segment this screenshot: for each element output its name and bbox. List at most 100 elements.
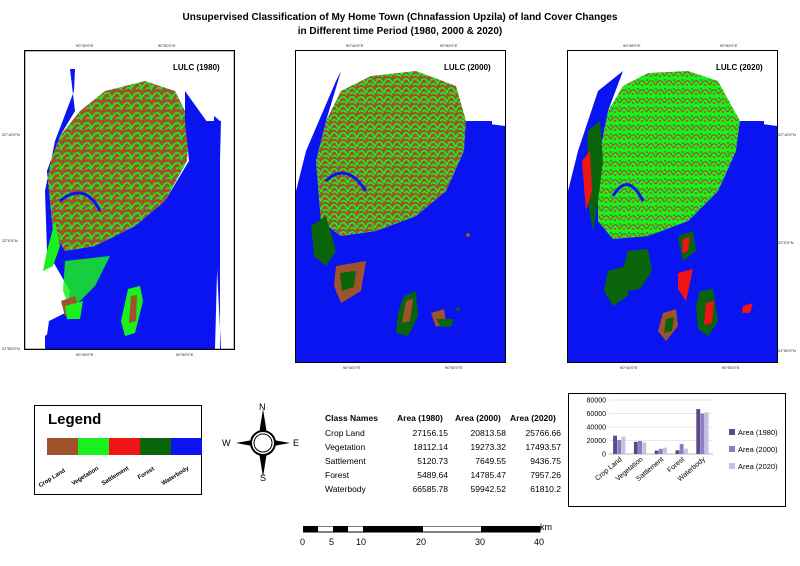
table-cell: 14785.47 — [470, 470, 506, 480]
map-2020-label: LULC (2020) — [716, 63, 763, 72]
table-cell: Forest — [325, 470, 350, 480]
legend-swatch-forest — [140, 438, 171, 455]
chart-bar — [683, 448, 688, 454]
scale-label: 10 — [356, 537, 367, 547]
chart-bar — [704, 412, 709, 454]
map-1980-left-coord-2: 22°0'0"N — [2, 238, 18, 243]
map-1980-image — [25, 51, 234, 349]
legend-label-waterbody: Waterbody — [161, 465, 191, 488]
table-cell: 19273.32 — [470, 442, 506, 452]
chart-bar — [633, 441, 638, 454]
table-cell: 59942.52 — [470, 484, 506, 494]
table-cell: 25766.66 — [525, 428, 561, 438]
table-header: Area (2000) — [455, 413, 501, 423]
legend-label-crop-land: Crop Land — [38, 468, 67, 490]
table-cell: 66585.78 — [412, 484, 448, 494]
map-2000-image — [296, 71, 505, 362]
map-2000-frame: LULC (2000) — [295, 50, 506, 363]
title-line-1: Unsupervised Classification of My Home T… — [182, 12, 618, 23]
chart-bar — [700, 413, 705, 454]
scale-bar — [303, 526, 541, 533]
legend-label-sattlement: Sattlement — [101, 465, 131, 488]
map-2020-right-coord-3: 21°50'0"N — [778, 348, 796, 353]
chart-legend-label: Area (2000) — [738, 445, 778, 454]
table-cell: 5489.64 — [417, 470, 448, 480]
table-cell: Waterbody — [325, 484, 366, 494]
map-1980-bottom-coord-2: 90°50'0"E — [176, 352, 194, 357]
map-2020-image — [568, 71, 777, 362]
chart-legend-label: Area (2020) — [738, 462, 778, 471]
map-title: Unsupervised Classification of My Home T… — [0, 11, 800, 39]
chart-legend-swatch — [729, 429, 735, 435]
map-2020-right-coord-1: 22°10'0"N — [778, 132, 796, 137]
map-2020-right-coord-2: 22°0'0"N — [778, 240, 794, 245]
map-1980-label: LULC (1980) — [173, 63, 220, 72]
map-1980-left-coord-3: 21°50'0"N — [2, 346, 20, 351]
compass-w: W — [222, 438, 231, 448]
map-2020-bottom-coord-2: 90°50'0"E — [722, 365, 740, 370]
map-2020-bottom-coord-1: 90°40'0"E — [620, 365, 638, 370]
legend-swatch-crop-land — [47, 438, 78, 455]
table-cell: 7957.26 — [530, 470, 561, 480]
chart-bar — [658, 448, 663, 454]
map-2000-top-coord-2: 90°50'0"E — [440, 43, 458, 48]
scale-label: 20 — [416, 537, 427, 547]
legend-panel: Legend Crop Land Vegetation Sattlement F… — [34, 405, 202, 495]
legend-label-vegetation: Vegetation — [71, 465, 100, 488]
table-header: Class Names — [325, 413, 378, 423]
map-2000-label: LULC (2000) — [444, 63, 491, 72]
scale-label: 30 — [475, 537, 486, 547]
table-cell: Vegetation — [325, 442, 366, 452]
table-cell: 27156.15 — [412, 428, 448, 438]
map-1980-top-coord-2: 90°50'0"E — [158, 43, 176, 48]
compass-n: N — [259, 402, 266, 412]
table-cell: 17493.57 — [525, 442, 561, 452]
map-2000-top-coord-1: 90°40'0"E — [346, 43, 364, 48]
north-arrow-icon — [236, 409, 290, 477]
legend-swatch-vegetation — [78, 438, 109, 455]
chart-bar — [679, 444, 684, 454]
map-2000-bottom-coord-2: 90°50'0"E — [445, 365, 463, 370]
chart-bar — [663, 447, 667, 454]
chart-bar — [696, 409, 701, 454]
scale-label: 40 — [534, 537, 545, 547]
chart-y-tick-label: 40000 — [587, 425, 607, 432]
map-1980-frame: LULC (1980) — [24, 50, 235, 350]
map-1980-bottom-coord-1: 90°45'0"E — [76, 352, 94, 357]
legend-label-forest: Forest — [137, 466, 156, 482]
legend-swatch-waterbody — [171, 438, 202, 455]
map-2020-top-coord-2: 90°50'0"E — [720, 43, 738, 48]
chart-y-tick-label: 80000 — [587, 398, 607, 405]
table-cell: Crop Land — [325, 428, 365, 438]
scale-unit: km — [540, 522, 552, 532]
map-1980-top-coord-1: 90°45'0"E — [76, 43, 94, 48]
table-cell: 61810.2 — [530, 484, 561, 494]
table-cell: 9436.75 — [530, 456, 561, 466]
table-cell: 18112.14 — [413, 442, 448, 452]
chart-bar — [642, 442, 647, 454]
title-line-2: in Different time Period (1980, 2000 & 2… — [297, 26, 503, 37]
chart-bar — [675, 450, 680, 454]
chart-legend-label: Area (1980) — [738, 428, 778, 437]
chart-bar — [654, 450, 659, 454]
chart-y-tick-label: 0 — [602, 452, 606, 459]
table-cell: 5120.73 — [417, 456, 448, 466]
chart-bar — [621, 436, 626, 454]
compass-e: E — [293, 438, 300, 448]
chart-legend-swatch — [729, 463, 735, 469]
area-chart-panel: 80000 60000 40000 20000 0 Crop Land Vegetation… — [568, 393, 786, 507]
compass-s: S — [260, 473, 267, 483]
map-2020-frame: LULC (2020) — [567, 50, 778, 363]
chart-y-tick-label: 20000 — [587, 438, 607, 445]
legend-title: Legend — [48, 411, 102, 428]
chart-y-tick-label: 60000 — [587, 411, 607, 418]
chart-bar — [617, 439, 622, 454]
legend-swatch-sattlement — [109, 438, 140, 455]
table-cell: 20813.58 — [470, 428, 506, 438]
table-header: Area (2020) — [510, 413, 556, 423]
chart-legend-swatch — [729, 446, 735, 452]
table-cell: Sattlement — [325, 456, 366, 466]
chart-bar — [613, 435, 617, 454]
chart-bar — [638, 440, 642, 454]
